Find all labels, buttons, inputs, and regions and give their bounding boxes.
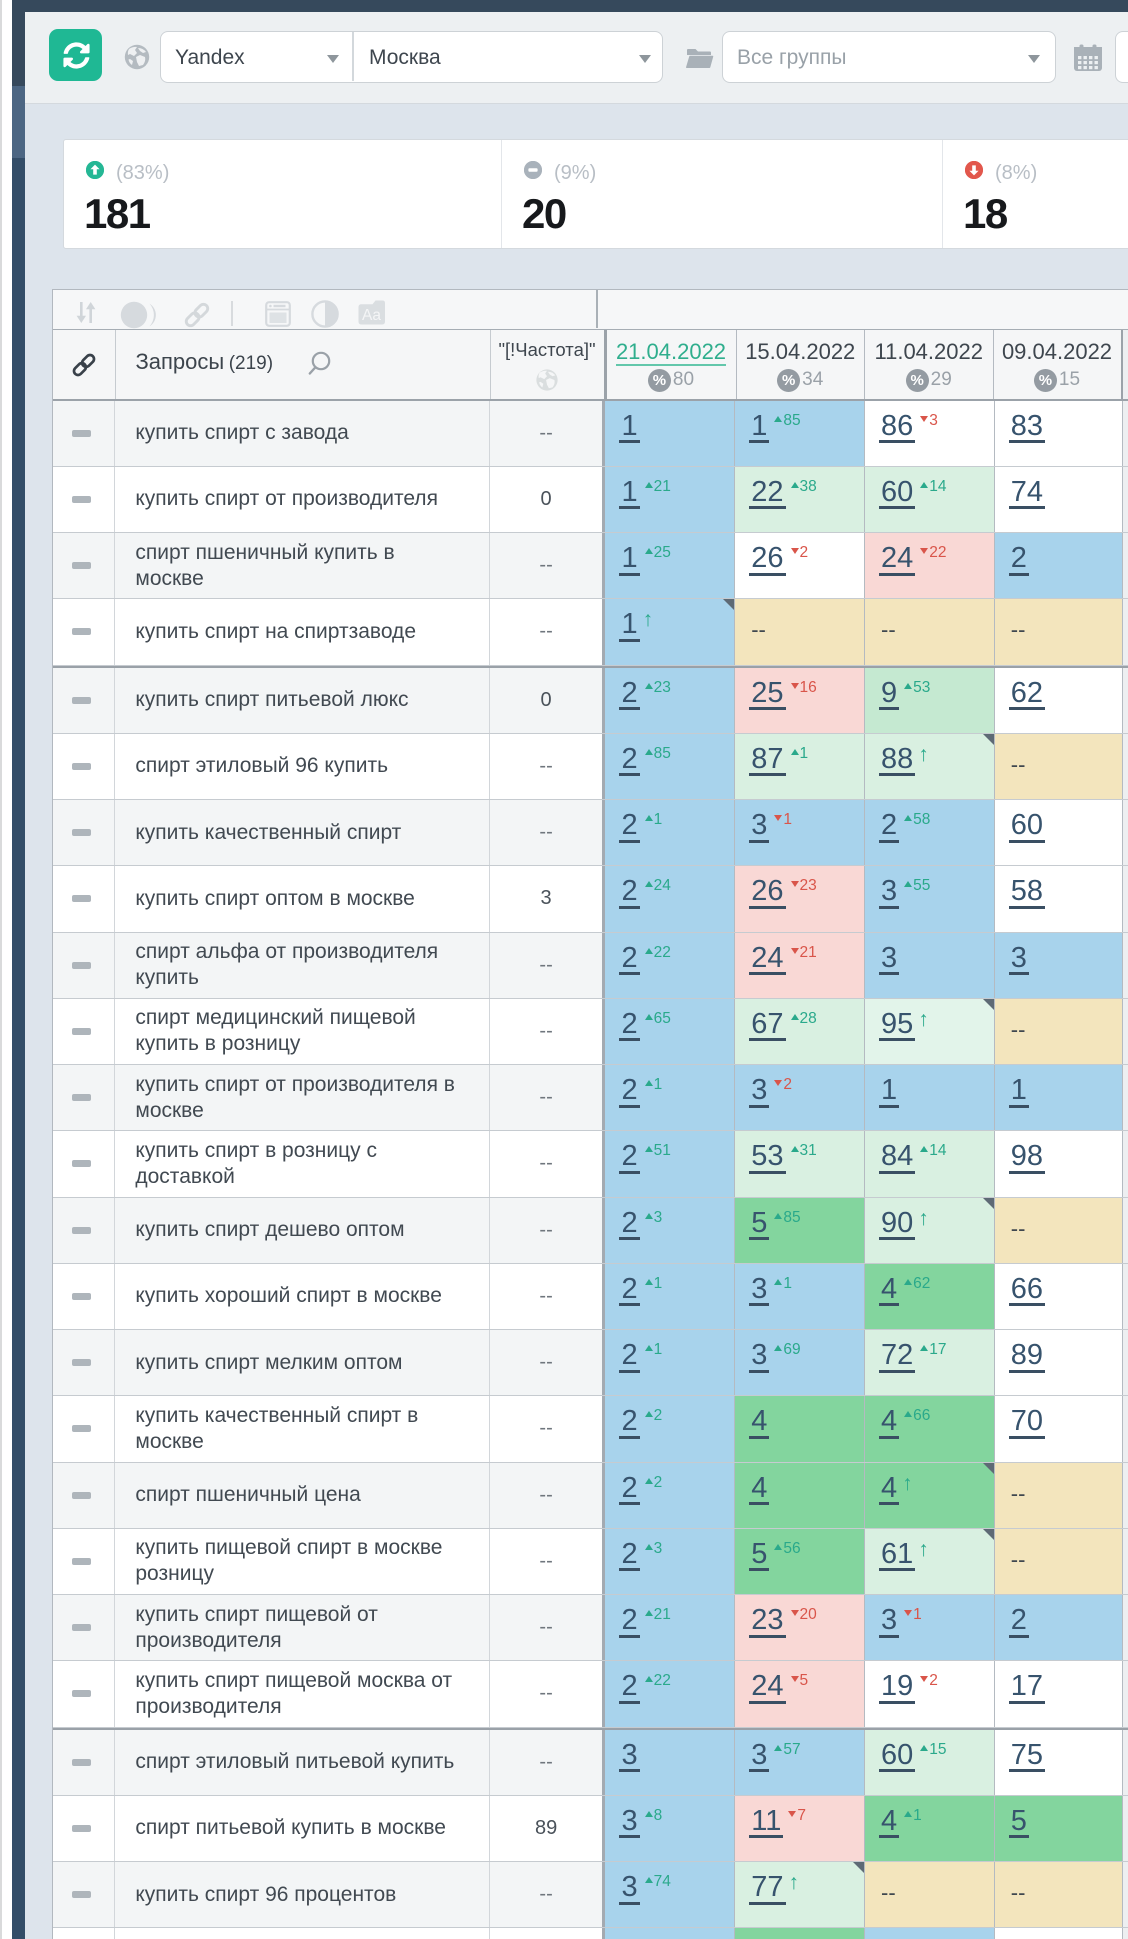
svg-text:Aa: Aa [362, 307, 381, 324]
